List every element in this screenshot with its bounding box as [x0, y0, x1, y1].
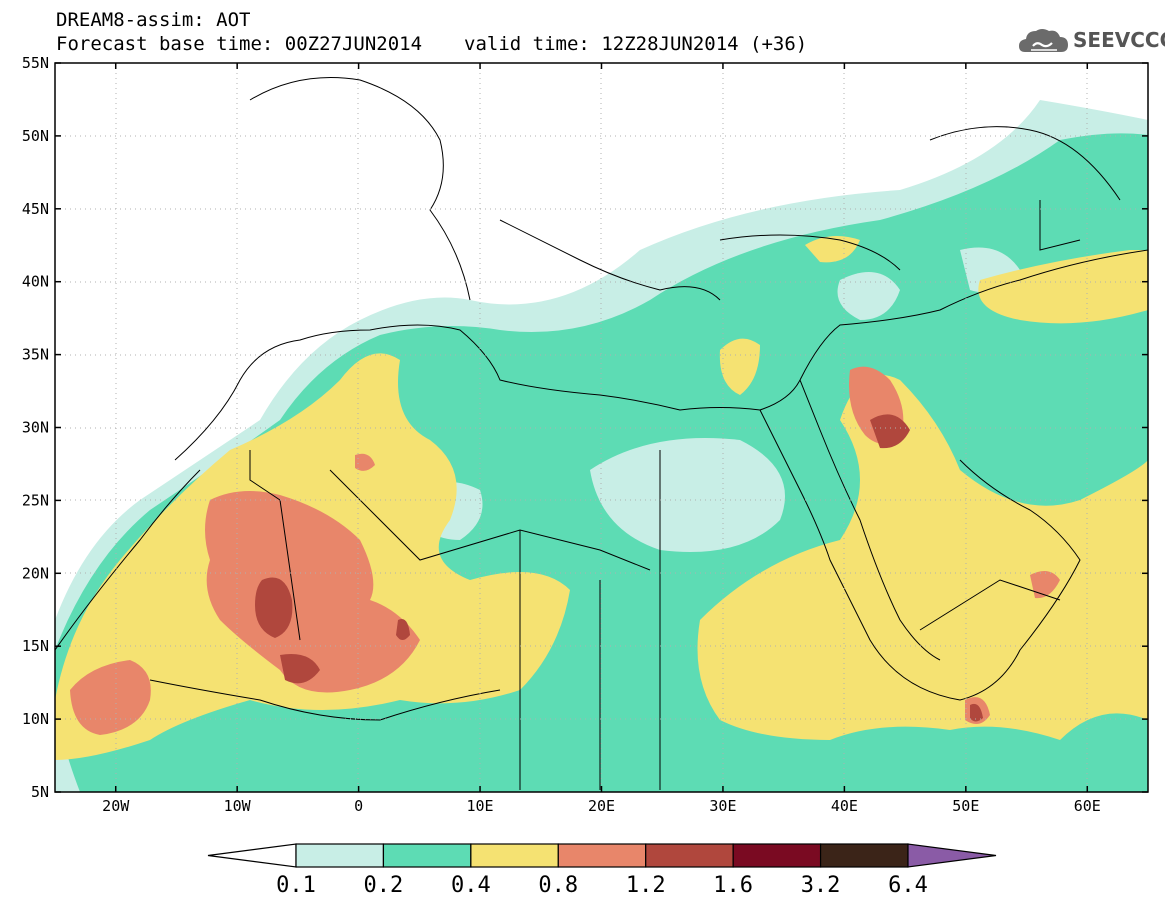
colorbar-box: [732, 843, 822, 868]
colorbar-label: 3.2: [801, 873, 841, 898]
lon-label: 40E: [831, 797, 858, 815]
colorbar-box: [557, 843, 647, 868]
map-title: DREAM8-assim: AOT: [56, 9, 251, 31]
colorbar-label: 0.2: [364, 873, 404, 898]
lat-label: 5N: [31, 783, 49, 801]
coastlines: [55, 77, 1148, 790]
colorbar-label: 0.8: [538, 873, 578, 898]
lat-label: 15N: [22, 637, 49, 655]
colorbar-box: [470, 843, 559, 868]
cloud-icon: [1019, 29, 1068, 52]
colorbar-box: [819, 843, 909, 868]
lat-label: 10N: [22, 710, 49, 728]
colorbar-label: 6.4: [888, 873, 928, 898]
colorbar-label: 1.6: [713, 873, 753, 898]
logo-text: SEEVCCC: [1073, 28, 1165, 52]
lat-label: 55N: [22, 54, 49, 72]
latitude-axis: 55N 50N 45N 40N 35N 30N 25N 20N 15N 10N 5N: [22, 54, 1148, 801]
valid-time-label: valid time: 12Z28JUN2014 (+36): [464, 33, 808, 55]
colorbar-over-arrow: [907, 843, 997, 868]
colorbar-under-arrow: [207, 843, 297, 868]
lon-label: 0: [354, 797, 363, 815]
colorbar-box: [382, 843, 472, 868]
lat-label: 20N: [22, 564, 49, 582]
lon-label: 10E: [467, 797, 494, 815]
colorbar-label: 0.4: [451, 873, 491, 898]
colorbar: 0.1 0.2 0.4 0.8 1.2 1.6 3.2 6.4: [207, 843, 997, 898]
graticule: [55, 63, 1148, 792]
base-time-label: Forecast base time: 00Z27JUN2014: [56, 33, 423, 55]
lon-label: 20W: [102, 797, 130, 815]
colorbar-label: 1.2: [626, 873, 666, 898]
lon-label: 60E: [1074, 797, 1101, 815]
longitude-axis: 20W 10W 0 10E 20E 30E 40E 50E 60E: [102, 63, 1101, 815]
lon-label: 30E: [709, 797, 736, 815]
lat-label: 30N: [22, 419, 49, 437]
lat-label: 25N: [22, 491, 49, 509]
aot-field: [55, 63, 1148, 792]
lat-label: 50N: [22, 127, 49, 145]
lat-label: 40N: [22, 273, 49, 291]
lon-label: 10W: [224, 797, 252, 815]
colorbar-box: [295, 843, 385, 868]
lon-label: 50E: [952, 797, 979, 815]
lon-label: 20E: [588, 797, 615, 815]
colorbar-box: [645, 843, 734, 868]
seevccc-logo: SEEVCCC: [1017, 24, 1165, 58]
colorbar-label: 0.1: [276, 873, 316, 898]
lat-label: 45N: [22, 200, 49, 218]
time-info: Forecast base time: 00Z27JUN2014 valid ti…: [56, 34, 807, 54]
lat-label: 35N: [22, 346, 49, 364]
